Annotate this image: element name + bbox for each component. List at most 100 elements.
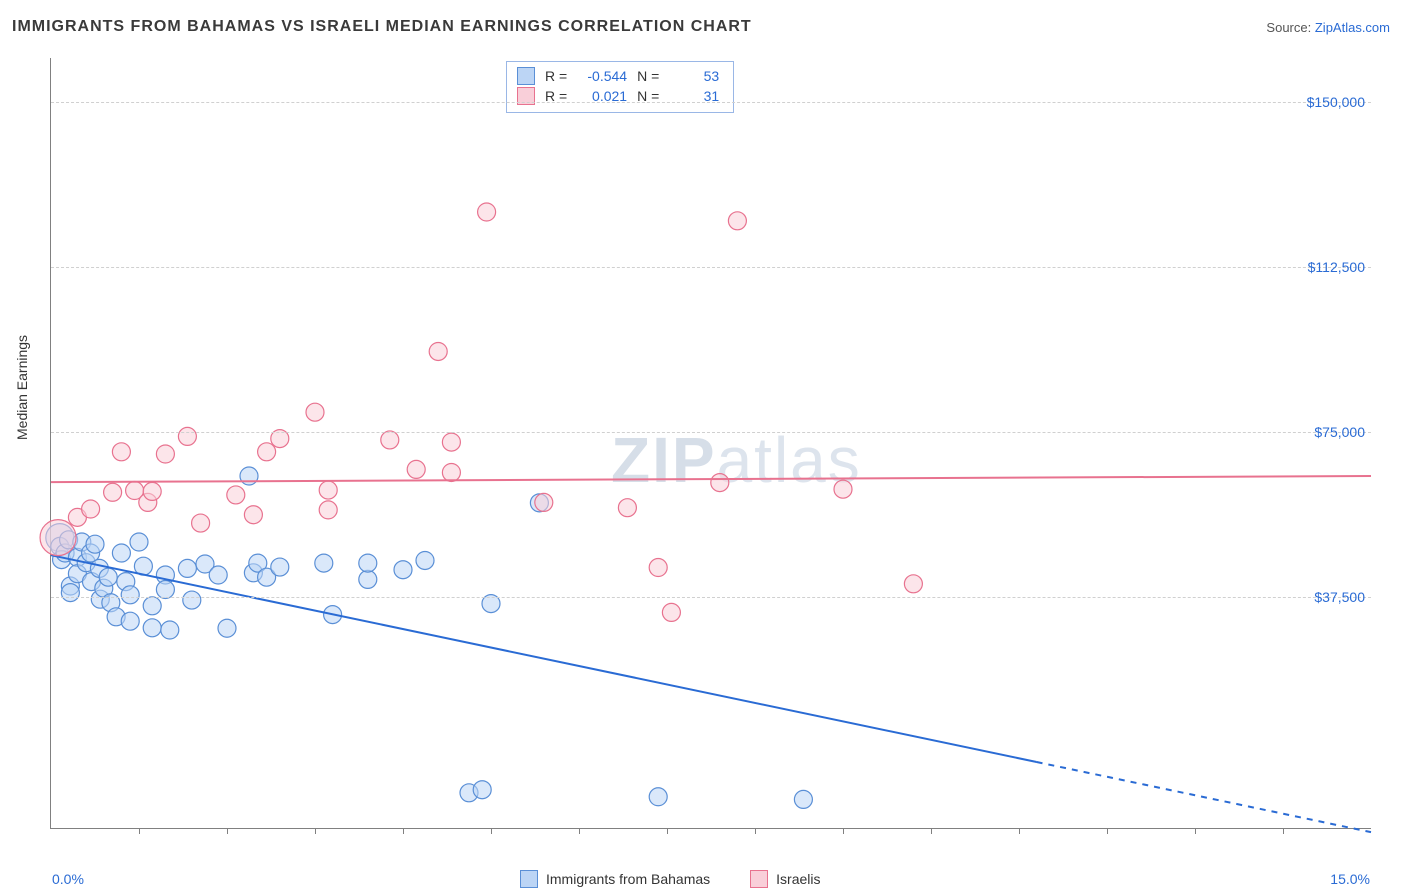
x-tick — [1019, 828, 1020, 834]
scatter-point — [834, 480, 852, 498]
scatter-point — [394, 561, 412, 579]
x-tick — [227, 828, 228, 834]
scatter-point — [359, 554, 377, 572]
chart-title: IMMIGRANTS FROM BAHAMAS VS ISRAELI MEDIA… — [12, 18, 752, 36]
scatter-svg — [51, 58, 1371, 828]
trend-line — [51, 555, 1037, 762]
legend-item: Immigrants from Bahamas — [520, 870, 710, 888]
scatter-point — [61, 584, 79, 602]
scatter-point — [319, 501, 337, 519]
x-tick — [491, 828, 492, 834]
scatter-point — [649, 559, 667, 577]
scatter-point — [904, 575, 922, 593]
y-tick-label: $37,500 — [1314, 589, 1365, 605]
legend-swatch-blue — [520, 870, 538, 888]
scatter-point — [183, 591, 201, 609]
scatter-point — [381, 431, 399, 449]
x-tick — [843, 828, 844, 834]
x-tick — [1195, 828, 1196, 834]
scatter-point — [156, 581, 174, 599]
legend-row: R = 0.021 N = 31 — [517, 86, 719, 106]
legend-swatch-blue — [517, 67, 535, 85]
scatter-point — [143, 619, 161, 637]
scatter-point — [416, 551, 434, 569]
x-tick — [1107, 828, 1108, 834]
gridline — [51, 597, 1371, 598]
scatter-point — [82, 500, 100, 518]
scatter-point — [121, 612, 139, 630]
scatter-point — [535, 493, 553, 511]
scatter-point — [473, 781, 491, 799]
scatter-point — [240, 467, 258, 485]
scatter-point — [156, 445, 174, 463]
scatter-point — [130, 533, 148, 551]
legend-r: R = 0.021 — [545, 86, 627, 106]
scatter-point — [143, 482, 161, 500]
scatter-point — [86, 535, 104, 553]
x-axis-min-label: 0.0% — [52, 871, 84, 887]
scatter-point — [258, 443, 276, 461]
legend-label: Immigrants from Bahamas — [546, 871, 710, 887]
y-tick-label: $150,000 — [1307, 94, 1365, 110]
plot-area: ZIPatlas R = -0.544 N = 53 R = 0.021 N =… — [50, 58, 1371, 829]
scatter-point — [407, 460, 425, 478]
scatter-point — [319, 481, 337, 499]
scatter-point — [112, 544, 130, 562]
scatter-point — [244, 506, 262, 524]
scatter-point — [218, 619, 236, 637]
scatter-point — [649, 788, 667, 806]
scatter-point — [112, 443, 130, 461]
correlation-legend: R = -0.544 N = 53 R = 0.021 N = 31 — [506, 61, 734, 113]
source-label: Source: — [1266, 20, 1311, 35]
scatter-point — [711, 474, 729, 492]
legend-row: R = -0.544 N = 53 — [517, 66, 719, 86]
x-axis-max-label: 15.0% — [1330, 871, 1370, 887]
chart-frame: ZIPatlas R = -0.544 N = 53 R = 0.021 N =… — [50, 58, 1370, 828]
scatter-point — [178, 559, 196, 577]
scatter-point — [104, 483, 122, 501]
gridline — [51, 267, 1371, 268]
y-tick-label: $75,000 — [1314, 424, 1365, 440]
source-link[interactable]: ZipAtlas.com — [1315, 20, 1390, 35]
scatter-point — [794, 790, 812, 808]
scatter-point — [306, 403, 324, 421]
scatter-point — [728, 212, 746, 230]
scatter-point — [359, 570, 377, 588]
source-attribution: Source: ZipAtlas.com — [1266, 20, 1390, 35]
legend-n: N = 31 — [637, 86, 719, 106]
scatter-point — [209, 566, 227, 584]
scatter-point — [271, 558, 289, 576]
gridline — [51, 432, 1371, 433]
scatter-point — [121, 586, 139, 604]
x-tick — [931, 828, 932, 834]
x-tick — [667, 828, 668, 834]
legend-label: Israelis — [776, 871, 820, 887]
y-axis-title: Median Earnings — [14, 335, 30, 440]
scatter-point — [161, 621, 179, 639]
x-tick — [579, 828, 580, 834]
legend-item: Israelis — [750, 870, 820, 888]
scatter-point — [442, 463, 460, 481]
x-tick — [139, 828, 140, 834]
scatter-point — [143, 597, 161, 615]
x-tick — [315, 828, 316, 834]
scatter-point — [192, 514, 210, 532]
page-root: IMMIGRANTS FROM BAHAMAS VS ISRAELI MEDIA… — [0, 0, 1406, 892]
scatter-point — [429, 342, 447, 360]
scatter-point — [662, 603, 680, 621]
legend-n: N = 53 — [637, 66, 719, 86]
scatter-point — [227, 486, 245, 504]
scatter-point — [99, 568, 117, 586]
scatter-point — [618, 499, 636, 517]
legend-r: R = -0.544 — [545, 66, 627, 86]
scatter-point — [178, 427, 196, 445]
scatter-point — [40, 520, 76, 556]
x-tick — [403, 828, 404, 834]
scatter-point — [442, 433, 460, 451]
trend-line-extrapolated — [1037, 762, 1371, 832]
x-tick — [755, 828, 756, 834]
scatter-point — [315, 554, 333, 572]
legend-swatch-pink — [750, 870, 768, 888]
y-tick-label: $112,500 — [1308, 259, 1365, 275]
gridline — [51, 102, 1371, 103]
